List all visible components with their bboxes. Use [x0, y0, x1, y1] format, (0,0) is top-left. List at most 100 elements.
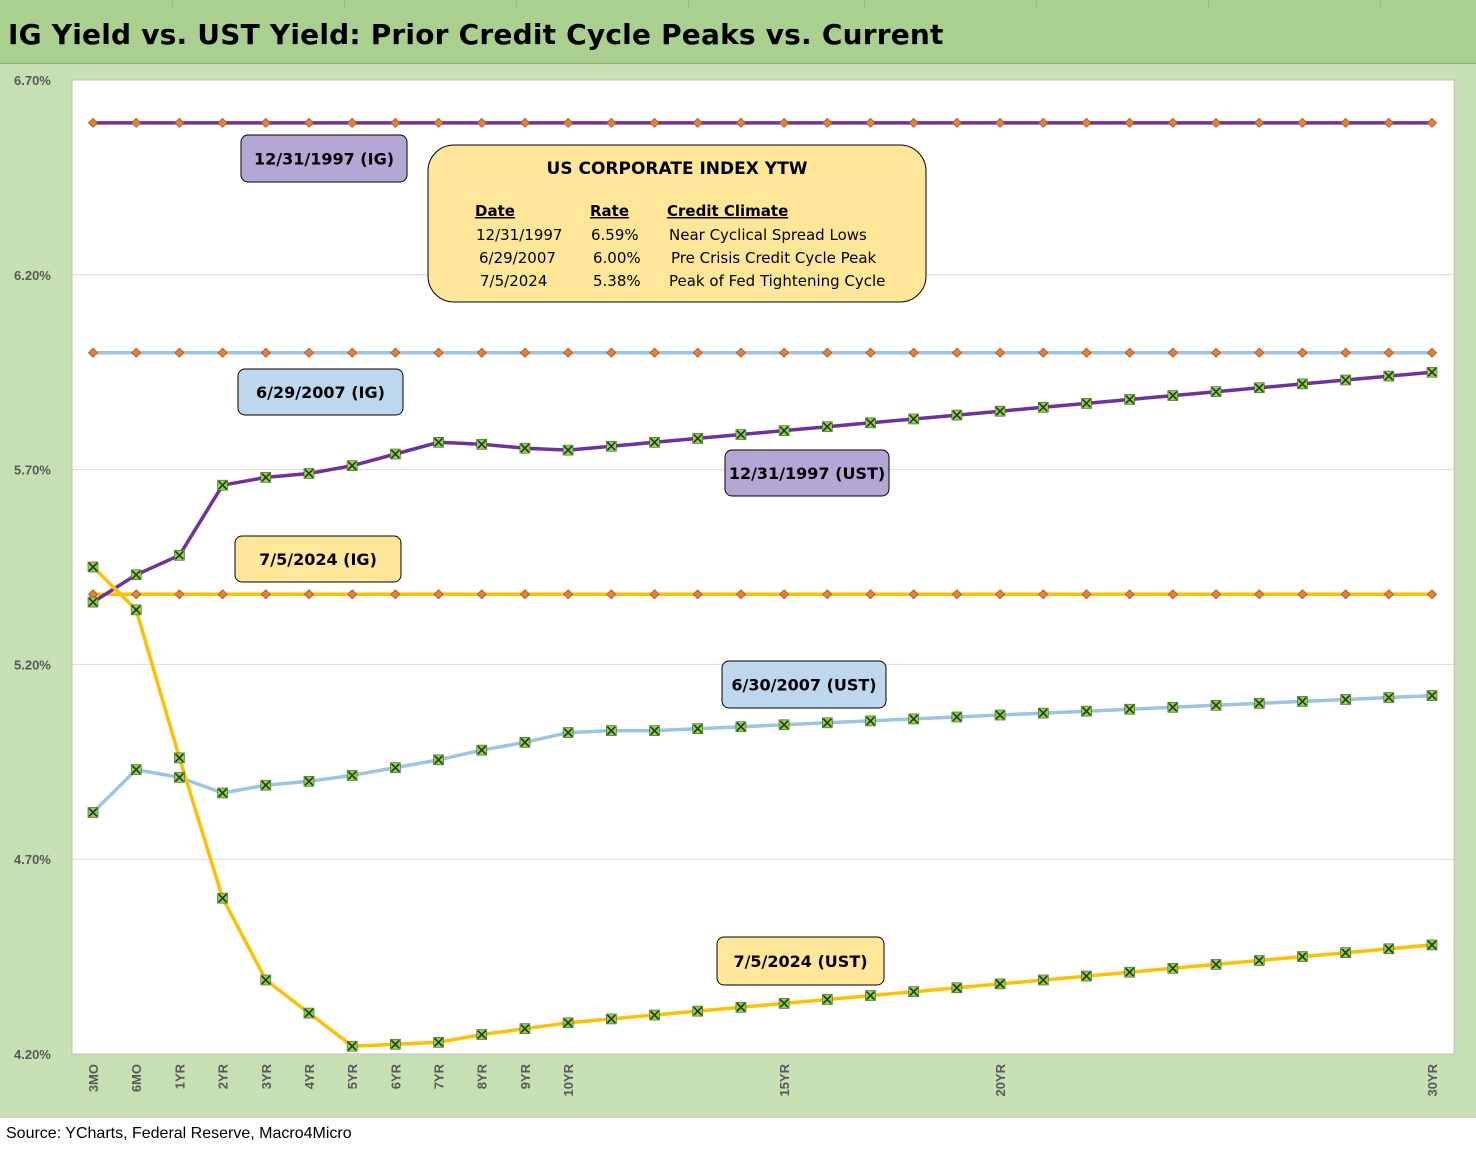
marker-cross — [995, 979, 1005, 989]
data-point-diamond — [563, 117, 574, 128]
x-tick-label: 15YR — [777, 1063, 792, 1096]
data-point-x — [562, 1017, 574, 1029]
data-point-x — [87, 561, 99, 573]
data-point-x — [692, 723, 704, 734]
y-tick-label: 6.20% — [14, 268, 51, 283]
marker-cross — [909, 714, 919, 724]
data-point-diamond — [606, 117, 617, 128]
marker-cross — [1341, 375, 1351, 385]
series-line — [91, 693, 1433, 814]
data-point-diamond — [606, 589, 617, 600]
data-point-diamond — [1038, 347, 1049, 358]
data-point-diamond — [735, 117, 746, 128]
data-point-x — [908, 986, 919, 997]
marker-cross — [477, 439, 487, 449]
data-point-x — [1167, 701, 1179, 713]
x-tick-label: 3YR — [259, 1063, 274, 1089]
cell-divider — [516, 0, 517, 8]
data-point-diamond — [390, 589, 401, 600]
data-point-diamond — [692, 117, 703, 128]
data-point-x — [1340, 947, 1351, 959]
marker-cross — [865, 990, 876, 1001]
x-tick-label: 9YR — [518, 1063, 533, 1089]
data-point-diamond — [1254, 347, 1265, 358]
data-point-x — [260, 779, 272, 791]
data-point-x — [994, 405, 1006, 417]
data-point-x — [346, 1040, 358, 1052]
data-point-diamond — [951, 347, 962, 358]
data-point-x — [649, 437, 660, 448]
info-box-cell: 12/31/1997 — [476, 226, 562, 244]
data-point-diamond — [649, 117, 660, 128]
marker-cross — [606, 1014, 616, 1024]
marker-cross — [995, 710, 1005, 720]
info-box: US CORPORATE INDEX YTW Date Rate Credit Cli… — [427, 144, 927, 303]
data-point-diamond — [519, 347, 531, 358]
data-point-diamond — [1383, 589, 1394, 600]
data-point-diamond — [779, 117, 790, 128]
data-point-x — [130, 569, 142, 581]
marker-cross — [1168, 391, 1178, 401]
callout-box — [721, 660, 887, 709]
data-point-diamond — [1426, 347, 1438, 358]
callout-box — [716, 936, 885, 986]
marker-cross — [822, 422, 832, 432]
data-point-diamond — [174, 589, 185, 600]
data-point-diamond — [87, 347, 99, 358]
x-tick-label: 8YR — [475, 1063, 490, 1089]
data-point-x — [217, 787, 228, 799]
data-point-diamond — [1297, 589, 1308, 600]
cell-divider — [172, 0, 173, 8]
data-point-diamond — [822, 117, 833, 128]
data-point-x — [476, 438, 488, 450]
marker-cross — [1341, 694, 1351, 705]
data-point-diamond — [519, 117, 531, 128]
data-point-diamond — [1340, 347, 1351, 358]
data-point-x — [303, 468, 315, 479]
data-point-x — [1124, 966, 1135, 978]
info-box-header: Date — [475, 202, 515, 220]
data-point-x — [865, 715, 876, 727]
cell-divider — [1208, 0, 1209, 8]
data-point-diamond — [260, 589, 271, 600]
data-point-diamond — [260, 117, 271, 128]
data-point-diamond — [1254, 117, 1265, 128]
marker-cross — [822, 994, 832, 1005]
x-tick-label: 10YR — [561, 1063, 576, 1096]
info-box-header: Rate — [590, 202, 629, 220]
title-bar: IG Yield vs. UST Yield: Prior Credit Cyc… — [0, 0, 1476, 64]
marker-cross — [1081, 398, 1092, 408]
data-point-x — [951, 982, 963, 994]
data-point-diamond — [1081, 589, 1092, 600]
marker-cross — [261, 472, 271, 482]
marker-cross — [952, 712, 962, 722]
marker-cross — [563, 445, 573, 455]
info-box-cell: 5.38% — [593, 272, 641, 290]
data-point-diamond — [908, 347, 919, 358]
data-point-x — [174, 752, 185, 764]
series-line — [91, 565, 1433, 1048]
marker-cross — [131, 765, 141, 775]
data-point-x — [1253, 955, 1265, 966]
data-point-diamond — [908, 589, 919, 600]
cell-divider — [1036, 0, 1037, 8]
data-point-x — [1210, 700, 1222, 711]
y-tick-label: 6.70% — [14, 73, 51, 88]
data-point-x — [1297, 696, 1308, 707]
data-point-x — [260, 472, 272, 483]
data-point-x — [821, 421, 833, 433]
data-point-diamond — [822, 347, 833, 358]
data-point-diamond — [692, 589, 703, 600]
data-point-x — [1167, 962, 1179, 974]
data-point-x — [735, 721, 747, 733]
data-point-x — [87, 807, 99, 818]
data-point-x — [821, 994, 833, 1005]
info-box-bg — [427, 144, 927, 303]
cell-divider — [864, 0, 865, 8]
marker-cross — [1341, 948, 1351, 958]
marker-cross — [736, 722, 746, 732]
data-point-x — [1081, 705, 1092, 717]
data-point-x — [692, 1005, 704, 1017]
data-point-x — [1210, 959, 1222, 970]
data-point-diamond — [1297, 117, 1308, 128]
